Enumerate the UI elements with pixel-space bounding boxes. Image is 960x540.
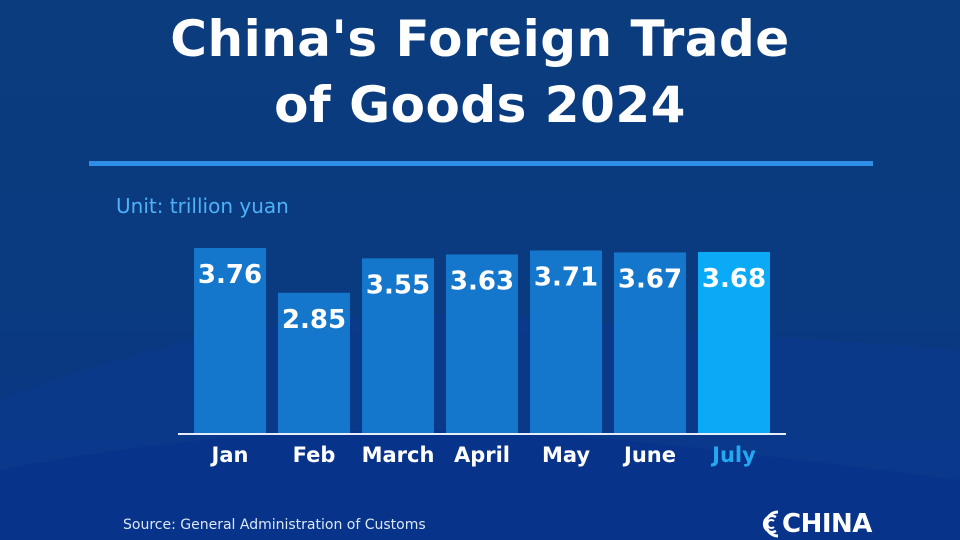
title-divider bbox=[89, 161, 873, 166]
china-daily-logo: CHINA bbox=[758, 508, 872, 540]
bar-feb bbox=[278, 292, 350, 433]
bar-jan bbox=[194, 248, 266, 433]
category-label-july: July bbox=[710, 443, 756, 467]
source-note: Source: General Administration of Custom… bbox=[123, 517, 426, 533]
category-label-march: March bbox=[362, 443, 435, 467]
logo-text: CHINA bbox=[782, 509, 872, 539]
category-label-feb: Feb bbox=[293, 443, 336, 467]
chart-title: China's Foreign Trade of Goods 2024 bbox=[0, 6, 960, 138]
value-label-july: 3.68 bbox=[702, 264, 766, 294]
unit-label: Unit: trillion yuan bbox=[116, 194, 289, 218]
category-label-may: May bbox=[542, 443, 590, 467]
chart-title-line-1: China's Foreign Trade bbox=[170, 10, 790, 68]
bar-july bbox=[698, 251, 770, 433]
value-label-may: 3.71 bbox=[534, 262, 598, 292]
value-label-feb: 2.85 bbox=[282, 305, 346, 335]
category-label-jan: Jan bbox=[210, 443, 249, 467]
bar-june bbox=[614, 252, 686, 433]
bar-april bbox=[446, 254, 518, 433]
category-label-april: April bbox=[454, 443, 510, 467]
chart-title-line-2: of Goods 2024 bbox=[274, 76, 686, 134]
value-label-jan: 3.76 bbox=[198, 260, 262, 290]
category-label-june: June bbox=[622, 443, 676, 467]
bar-may bbox=[530, 250, 602, 433]
bar-march bbox=[362, 258, 434, 433]
logo-swirl-icon bbox=[762, 510, 779, 538]
value-label-april: 3.63 bbox=[450, 266, 514, 296]
value-label-june: 3.67 bbox=[618, 264, 682, 294]
value-label-march: 3.55 bbox=[366, 270, 430, 300]
